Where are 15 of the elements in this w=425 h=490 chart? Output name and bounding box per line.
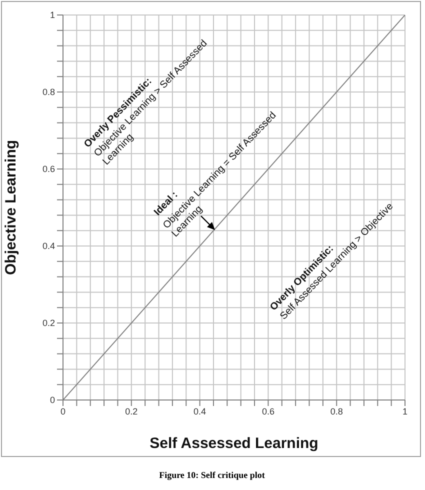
x-tick-label: 0.6 bbox=[262, 406, 274, 416]
caption: Figure 10: Self critique plot bbox=[159, 470, 265, 480]
y-tick-label: 0.8 bbox=[42, 87, 55, 98]
x-tick-label: 0 bbox=[60, 406, 66, 416]
y-axis-title: Objective Learning bbox=[2, 140, 20, 276]
y-tick-label: 0.6 bbox=[42, 164, 55, 174]
x-tick-label: 0.2 bbox=[125, 406, 138, 416]
x-tick-label: 0.8 bbox=[330, 406, 343, 416]
x-tick-label: 0.4 bbox=[194, 406, 206, 416]
y-tick-label: 0 bbox=[50, 395, 55, 406]
y-tick-label: 0.2 bbox=[42, 318, 55, 328]
x-axis-title: Self Assessed Learning bbox=[150, 435, 318, 452]
y-tick-label: 0.4 bbox=[42, 241, 55, 252]
x-tick-label: 1 bbox=[402, 406, 408, 416]
y-tick-label: 1 bbox=[50, 10, 55, 20]
